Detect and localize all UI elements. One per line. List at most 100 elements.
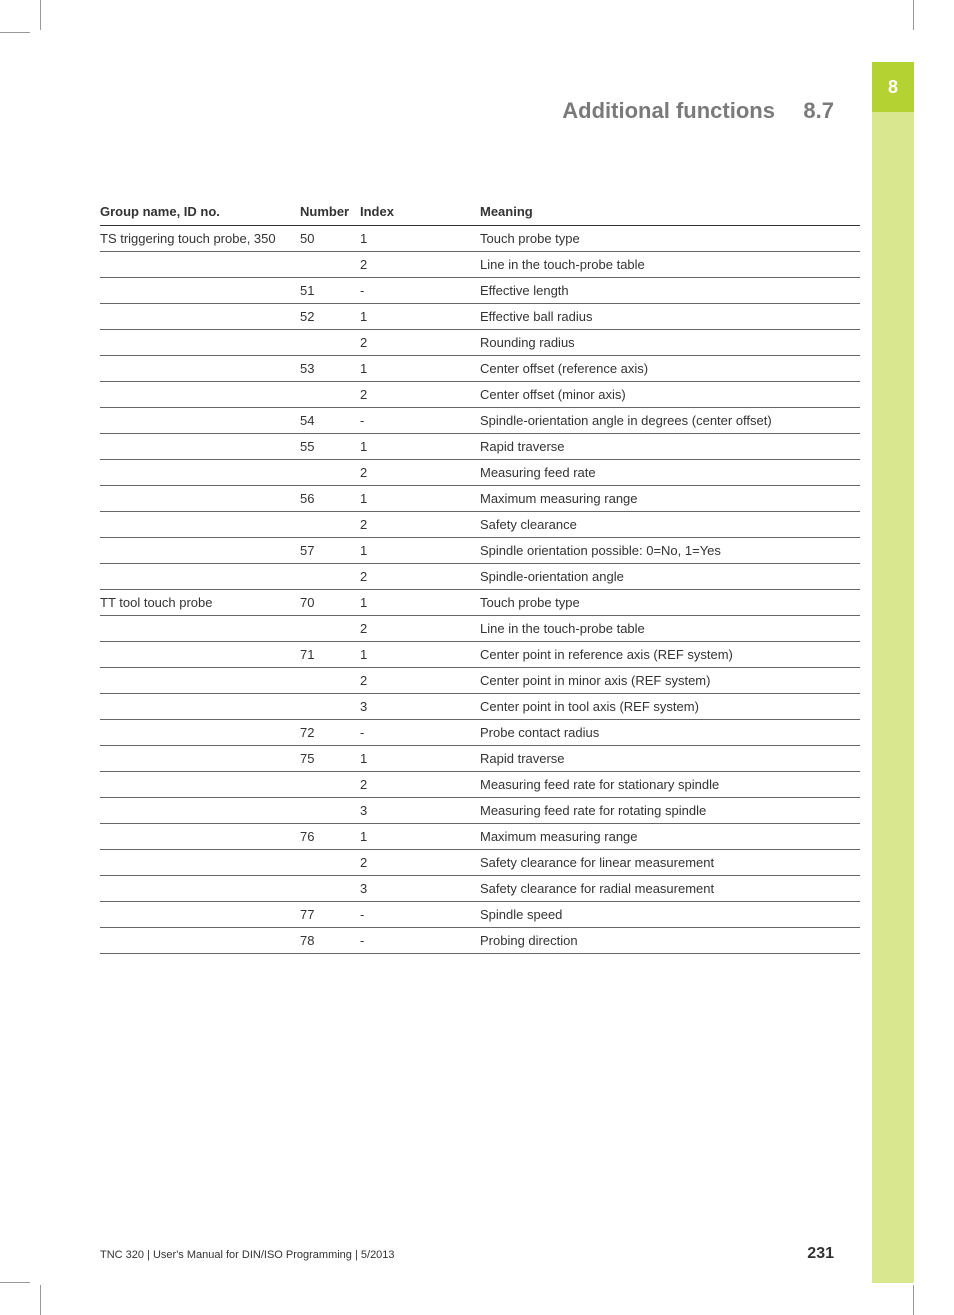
cell-group [100,538,300,564]
cell-index: 3 [360,876,480,902]
table-row: 2Center point in minor axis (REF system) [100,668,860,694]
table-row: 551Rapid traverse [100,434,860,460]
crop-mark [913,1285,914,1315]
cell-meaning: Rounding radius [480,330,860,356]
table-row: 751Rapid traverse [100,746,860,772]
cell-number: 52 [300,304,360,330]
cell-number: 78 [300,928,360,954]
cell-meaning: Spindle speed [480,902,860,928]
cell-index: 2 [360,330,480,356]
cell-meaning: Spindle orientation possible: 0=No, 1=Ye… [480,538,860,564]
cell-number: 55 [300,434,360,460]
table-row: 2Measuring feed rate for stationary spin… [100,772,860,798]
cell-group [100,382,300,408]
cell-meaning: Maximum measuring range [480,486,860,512]
cell-group [100,304,300,330]
cell-number: 56 [300,486,360,512]
cell-number: 72 [300,720,360,746]
cell-index: - [360,902,480,928]
cell-group: TT tool touch probe [100,590,300,616]
table-row: 521Effective ball radius [100,304,860,330]
cell-number [300,564,360,590]
crop-mark [913,0,914,30]
cell-meaning: Maximum measuring range [480,824,860,850]
cell-group [100,850,300,876]
table-row: 2Measuring feed rate [100,460,860,486]
cell-number: 50 [300,226,360,252]
table-row: 531Center offset (reference axis) [100,356,860,382]
cell-meaning: Probing direction [480,928,860,954]
cell-index: 1 [360,304,480,330]
side-strip [872,112,914,1283]
cell-index: 2 [360,564,480,590]
cell-meaning: Measuring feed rate for rotating spindle [480,798,860,824]
cell-number: 75 [300,746,360,772]
content-area: Group name, ID no. Number Index Meaning … [100,198,860,954]
cell-meaning: Touch probe type [480,590,860,616]
table-row: TT tool touch probe701Touch probe type [100,590,860,616]
table-row: 2Line in the touch-probe table [100,616,860,642]
cell-meaning: Center point in tool axis (REF system) [480,694,860,720]
cell-group [100,278,300,304]
cell-number [300,876,360,902]
cell-group [100,252,300,278]
cell-meaning: Spindle-orientation angle [480,564,860,590]
page-footer: TNC 320 | User's Manual for DIN/ISO Prog… [100,1245,834,1263]
cell-group [100,460,300,486]
cell-group [100,876,300,902]
cell-group [100,486,300,512]
crop-mark [40,1285,41,1315]
cell-number [300,252,360,278]
cell-group: TS triggering touch probe, 350 [100,226,300,252]
cell-index: 2 [360,772,480,798]
crop-mark [40,0,41,30]
cell-group [100,824,300,850]
cell-group [100,720,300,746]
cell-meaning: Effective length [480,278,860,304]
cell-group [100,564,300,590]
cell-index: 2 [360,460,480,486]
cell-meaning: Center point in minor axis (REF system) [480,668,860,694]
crop-mark [0,1282,30,1283]
table-row: 2Center offset (minor axis) [100,382,860,408]
crop-mark [0,32,30,33]
table-row: 3Safety clearance for radial measurement [100,876,860,902]
cell-meaning: Spindle-orientation angle in degrees (ce… [480,408,860,434]
table-row: 3Measuring feed rate for rotating spindl… [100,798,860,824]
cell-group [100,356,300,382]
cell-index: 3 [360,798,480,824]
table-row: 761Maximum measuring range [100,824,860,850]
table-header-row: Group name, ID no. Number Index Meaning [100,198,860,226]
cell-number: 76 [300,824,360,850]
cell-number [300,330,360,356]
cell-meaning: Effective ball radius [480,304,860,330]
table-row: 51-Effective length [100,278,860,304]
cell-meaning: Safety clearance [480,512,860,538]
cell-number: 51 [300,278,360,304]
cell-meaning: Measuring feed rate [480,460,860,486]
cell-index: - [360,408,480,434]
cell-group [100,798,300,824]
cell-number: 70 [300,590,360,616]
cell-index: 1 [360,538,480,564]
cell-meaning: Safety clearance for radial measurement [480,876,860,902]
cell-group [100,434,300,460]
cell-index: 2 [360,252,480,278]
cell-group [100,330,300,356]
cell-group [100,616,300,642]
table-row: TS triggering touch probe, 350501Touch p… [100,226,860,252]
cell-group [100,668,300,694]
cell-number [300,616,360,642]
cell-number [300,512,360,538]
cell-index: 2 [360,668,480,694]
table-row: 78-Probing direction [100,928,860,954]
col-header-index: Index [360,198,480,226]
cell-number [300,694,360,720]
cell-meaning: Measuring feed rate for stationary spind… [480,772,860,798]
cell-group [100,642,300,668]
cell-index: 2 [360,382,480,408]
cell-index: 1 [360,486,480,512]
cell-meaning: Line in the touch-probe table [480,252,860,278]
cell-meaning: Center offset (minor axis) [480,382,860,408]
cell-meaning: Safety clearance for linear measurement [480,850,860,876]
